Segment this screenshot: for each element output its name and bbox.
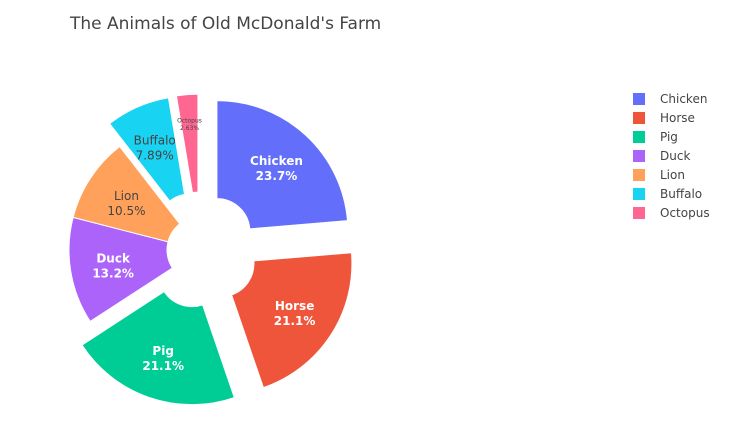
legend-item-octopus[interactable]: Octopus (633, 203, 710, 222)
legend-swatch (633, 206, 645, 219)
legend-label: Octopus (660, 205, 710, 220)
slice-percent-duck: 13.2% (92, 266, 134, 280)
legend-label: Horse (660, 110, 695, 125)
pie-slice-lion[interactable] (72, 145, 181, 243)
legend-label: Pig (660, 129, 678, 144)
pie-slice-chicken[interactable] (216, 100, 349, 230)
pie-slice-pig[interactable] (81, 290, 235, 406)
slice-percent-buffalo: 7.89% (136, 149, 174, 163)
slice-label-buffalo: Buffalo (134, 134, 176, 148)
legend-label: Buffalo (660, 186, 703, 201)
legend: Chicken Horse Pig Duck Lion Buffalo Octopus (633, 89, 710, 222)
slice-percent-lion: 10.5% (107, 204, 145, 218)
legend-label: Lion (660, 167, 685, 182)
slice-label-octopus: Octopus (177, 118, 202, 125)
slice-label-lion: Lion (114, 189, 139, 203)
slice-label-chicken: Chicken (250, 154, 303, 168)
legend-swatch (633, 149, 645, 162)
pie-slice-duck[interactable] (68, 216, 174, 323)
legend-label: Duck (660, 148, 691, 163)
legend-item-lion[interactable]: Lion (633, 165, 710, 184)
legend-item-pig[interactable]: Pig (633, 127, 710, 146)
slice-percent-pig: 21.1% (142, 359, 184, 373)
slice-label-horse: Horse (275, 299, 315, 313)
legend-item-chicken[interactable]: Chicken (633, 89, 710, 108)
legend-swatch (633, 130, 645, 143)
slice-label-duck: Duck (96, 251, 131, 265)
legend-label: Chicken (660, 91, 708, 106)
slice-percent-chicken: 23.7% (256, 169, 298, 183)
pie-slice-buffalo[interactable] (108, 97, 186, 202)
slice-percent-horse: 21.1% (274, 314, 316, 328)
legend-swatch (633, 111, 645, 124)
pie-slice-horse[interactable] (230, 252, 353, 389)
slice-percent-octopus: 2.63% (180, 125, 199, 132)
legend-swatch (633, 168, 645, 181)
legend-swatch (633, 187, 645, 200)
chart-title: The Animals of Old McDonald's Farm (70, 14, 382, 34)
legend-item-duck[interactable]: Duck (633, 146, 710, 165)
legend-item-horse[interactable]: Horse (633, 108, 710, 127)
legend-item-buffalo[interactable]: Buffalo (633, 184, 710, 203)
slice-label-pig: Pig (152, 344, 174, 358)
legend-swatch (633, 92, 645, 105)
pie-slice-octopus[interactable] (175, 93, 199, 194)
